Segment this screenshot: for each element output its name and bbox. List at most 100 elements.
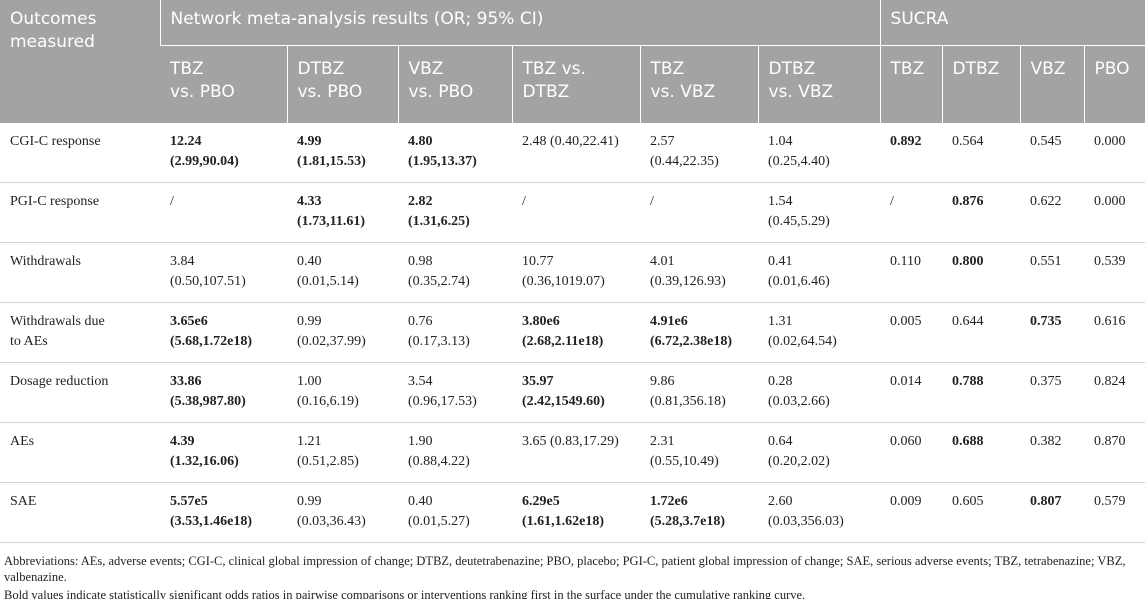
row-label: Withdrawals xyxy=(0,242,160,303)
text-line: 4.01 xyxy=(650,254,675,269)
table-cell: 4.80 (1.95,13.37) xyxy=(398,123,512,183)
text-line: 0.000 xyxy=(1094,134,1126,149)
table-cell: 0.005 xyxy=(880,302,943,363)
text-line: 3.54 xyxy=(408,374,433,389)
table-cell: 2.82 (1.31,6.25) xyxy=(398,182,512,243)
text-line: 0.40 xyxy=(408,494,433,509)
text-line: 9.86 xyxy=(650,374,675,389)
text-line: DTBZ xyxy=(952,59,1000,79)
table-cell: 2.57 (0.44,22.35) xyxy=(640,123,758,183)
row-label: AEs xyxy=(0,422,160,483)
table-cell: 0.800 xyxy=(942,242,1021,303)
header-cell: TBZ vs. PBO xyxy=(160,45,287,123)
table-cell: 0.40 (0.01,5.14) xyxy=(287,242,398,303)
table-cell: 0.000 xyxy=(1084,182,1145,243)
text-line: 35.97 xyxy=(522,374,554,389)
table-cell: 33.86 (5.38,987.80) xyxy=(160,362,287,423)
text-line: (0.35,2.74) xyxy=(408,274,470,289)
text-line: 4.39 xyxy=(170,434,195,449)
text-line: / xyxy=(890,194,894,209)
table-cell: 0.616 xyxy=(1084,302,1145,363)
text-line: 1.31 xyxy=(768,314,793,329)
table-cell: 0.99 (0.03,36.43) xyxy=(287,482,398,543)
table-cell: 1.54 (0.45,5.29) xyxy=(758,182,881,243)
table-row: PGI-C response / 4.33 (1.73,11.61) 2.82 (1.31… xyxy=(0,182,1145,243)
text-line: (0.03,2.66) xyxy=(768,394,830,409)
table-cell: 0.824 xyxy=(1084,362,1145,423)
table-row: Withdrawals due to AEs 3.65e6 (5.68,1.72e18… xyxy=(0,302,1145,363)
text-line: 1.72e6 xyxy=(650,494,688,509)
table-cell: 0.64 (0.20,2.02) xyxy=(758,422,881,483)
text-line: (0.96,17.53) xyxy=(408,394,477,409)
text-line: 3.80e6 xyxy=(522,314,560,329)
table-cell: 3.80e6 (2.68,2.11e18) xyxy=(512,302,640,363)
table-cell: 0.98 (0.35,2.74) xyxy=(398,242,512,303)
text-line: CGI-C response xyxy=(10,134,101,149)
text-line: 1.90 xyxy=(408,434,433,449)
header-cell: VBZ xyxy=(1019,45,1085,123)
header-cell: DTBZ vs. VBZ xyxy=(757,45,881,123)
text-line: (1.61,1.62e18) xyxy=(522,514,605,529)
table-cell: 6.29e5 (1.61,1.62e18) xyxy=(512,482,640,543)
text-line: 0.000 xyxy=(1094,194,1126,209)
text-line: (0.16,6.19) xyxy=(297,394,359,409)
text-line: Dosage reduction xyxy=(10,374,109,389)
table-cell: 2.31 (0.55,10.49) xyxy=(640,422,758,483)
text-line: 0.579 xyxy=(1094,494,1126,509)
table-cell: 4.01 (0.39,126.93) xyxy=(640,242,758,303)
text-line: 1.54 xyxy=(768,194,793,209)
text-line: 0.800 xyxy=(952,254,984,269)
text-line: 3.65e6 xyxy=(170,314,208,329)
text-line: (1.81,15.53) xyxy=(297,154,366,169)
table-row: Dosage reduction 33.86 (5.38,987.80) 1.00 (0… xyxy=(0,362,1145,423)
header-row: TBZ vs. PBO DTBZ vs. PBO VBZ vs. PBO TBZ vs. DT… xyxy=(0,45,1145,123)
footnote: Bold values indicate statistically signi… xyxy=(4,588,806,599)
text-line: VBZ xyxy=(408,59,444,79)
table-row: AEs 4.39 (1.32,16.06) 1.21 (0.51,2.85) 1.90 (0… xyxy=(0,422,1145,483)
text-line: (2.42,1549.60) xyxy=(522,394,605,409)
table-cell: 0.688 xyxy=(942,422,1021,483)
text-line: 0.644 xyxy=(952,314,984,329)
header-cell: DTBZ xyxy=(941,45,1021,123)
table-cell: 0.000 xyxy=(1084,123,1145,183)
table-cell: 1.90 (0.88,4.22) xyxy=(398,422,512,483)
table-cell: 0.605 xyxy=(942,482,1021,543)
text-line: 4.91e6 xyxy=(650,314,688,329)
table-cell: 3.84 (0.50,107.51) xyxy=(160,242,287,303)
text-line: 0.76 xyxy=(408,314,433,329)
text-line: 4.33 xyxy=(297,194,322,209)
table-cell: 1.00 (0.16,6.19) xyxy=(287,362,398,423)
text-line: to AEs xyxy=(10,334,48,349)
text-line: (1.95,13.37) xyxy=(408,154,477,169)
text-line: (0.20,2.02) xyxy=(768,454,830,469)
text-line: TBZ xyxy=(650,59,685,79)
table-cell: 1.31 (0.02,64.54) xyxy=(758,302,881,363)
text-line: 0.735 xyxy=(1030,314,1062,329)
table-cell: 4.91e6 (6.72,2.38e18) xyxy=(640,302,758,363)
row-label: CGI-C response xyxy=(0,123,160,183)
table-cell: 0.579 xyxy=(1084,482,1145,543)
table-cell: 2.48 (0.40,22.41) xyxy=(512,123,640,183)
header-cell: TBZ vs. VBZ xyxy=(639,45,758,123)
table-cell: / xyxy=(640,182,758,243)
text-line: (0.88,4.22) xyxy=(408,454,470,469)
table-cell: 0.014 xyxy=(880,362,943,423)
text-line: 0.98 xyxy=(408,254,433,269)
text-line: AEs xyxy=(10,434,35,449)
text-line: 0.110 xyxy=(890,254,922,269)
text-line: vs. PBO xyxy=(297,82,363,102)
text-line: 10.77 xyxy=(522,254,554,269)
text-line: 3.84 xyxy=(170,254,195,269)
table-cell: 0.009 xyxy=(880,482,943,543)
table-cell: 0.40 (0.01,5.27) xyxy=(398,482,512,543)
table-cell: 0.41 (0.01,6.46) xyxy=(758,242,881,303)
text-line: (1.32,16.06) xyxy=(170,454,239,469)
table-cell: 5.57e5 (3.53,1.46e18) xyxy=(160,482,287,543)
text-line: 2.48 (0.40,22.41) xyxy=(522,134,619,149)
table-cell: 0.807 xyxy=(1020,482,1085,543)
text-line: 0.28 xyxy=(768,374,793,389)
table-cell: 0.564 xyxy=(942,123,1021,183)
text-line: 0.876 xyxy=(952,194,984,209)
text-line: (5.38,987.80) xyxy=(170,394,246,409)
table-cell: 0.539 xyxy=(1084,242,1145,303)
